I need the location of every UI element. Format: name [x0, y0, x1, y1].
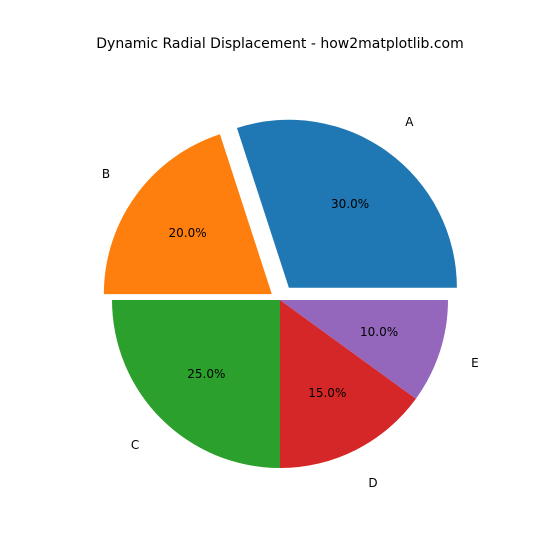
pct-label-e: 10.0% — [360, 325, 398, 339]
category-label-e: E — [471, 356, 479, 370]
pie-slice-b — [104, 134, 272, 294]
category-label-b: B — [102, 167, 110, 181]
pie-svg — [0, 0, 560, 560]
pct-label-b: 20.0% — [169, 226, 207, 240]
pct-label-a: 30.0% — [331, 197, 369, 211]
category-label-c: C — [131, 438, 139, 452]
pct-label-c: 25.0% — [187, 367, 225, 381]
category-label-d: D — [368, 476, 377, 490]
pct-label-d: 15.0% — [308, 386, 346, 400]
pie-chart-figure: Dynamic Radial Displacement - how2matplo… — [0, 0, 560, 560]
category-label-a: A — [405, 115, 413, 129]
